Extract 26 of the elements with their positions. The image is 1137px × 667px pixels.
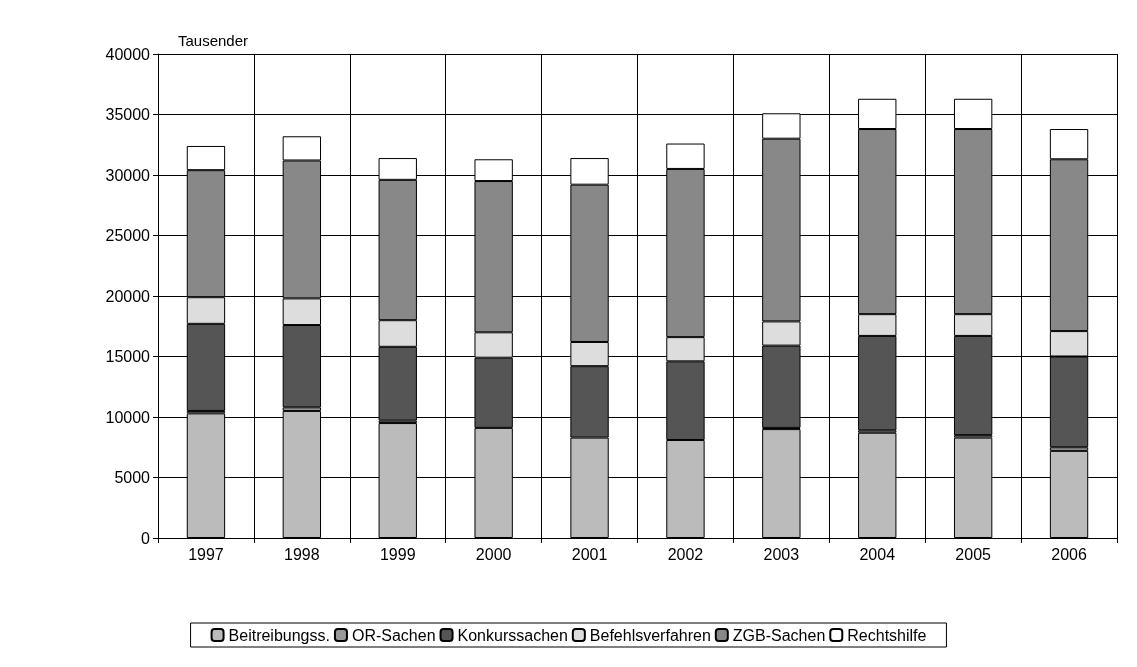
x-tick-label: 1997 <box>188 545 224 563</box>
x-tick-label: 2001 <box>571 545 608 563</box>
legend-label: OR-Sachen <box>351 626 436 644</box>
x-tick-label: 1998 <box>284 545 320 563</box>
legend-label: Beitreibungss. <box>228 626 330 644</box>
y-tick-label: 35000 <box>105 106 151 123</box>
y-axis-title: Tausender <box>178 32 249 49</box>
legend-label: ZGB-Sachen <box>732 626 826 644</box>
x-tick-label: 2004 <box>859 545 896 563</box>
y-tick-label: 40000 <box>105 45 151 63</box>
legend-label: Konkurssachen <box>457 626 568 644</box>
x-tick-label: 1999 <box>379 545 416 563</box>
y-tick-label: 30000 <box>105 166 151 184</box>
x-tick-label: 2005 <box>955 545 992 563</box>
y-tick-label: 0 <box>141 529 151 547</box>
legend-label: Befehlsverfahren <box>589 626 711 644</box>
y-tick-label: 15000 <box>105 348 151 365</box>
x-tick-label: 2002 <box>667 545 704 563</box>
y-tick-label: 20000 <box>105 287 151 305</box>
y-tick-label: 25000 <box>105 227 151 244</box>
y-tick-label: 5000 <box>114 469 151 486</box>
x-tick-label: 2003 <box>763 545 800 563</box>
x-tick-label: 2000 <box>475 545 512 563</box>
legend-label: Rechtshilfe <box>847 626 927 644</box>
y-tick-label: 10000 <box>105 408 151 426</box>
x-tick-label: 2006 <box>1051 545 1087 563</box>
